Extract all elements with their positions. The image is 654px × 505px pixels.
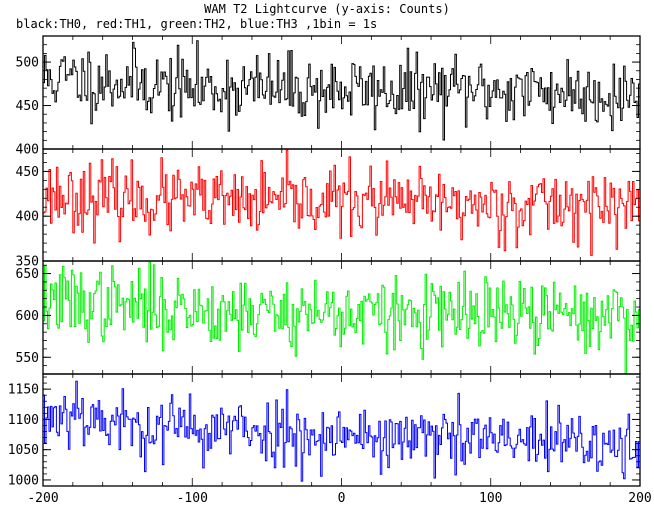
x-tick-label: -100 xyxy=(177,491,208,505)
chart-subtitle: black:TH0, red:TH1, green:TH2, blue:TH3 … xyxy=(16,17,377,31)
panels-group: 4004505003504004505506006501000105011001… xyxy=(8,35,641,488)
x-tick-label: 0 xyxy=(338,491,346,505)
x-tick-label: 100 xyxy=(479,491,502,505)
y-tick-label: 400 xyxy=(16,143,39,158)
x-axis: -200 -100 0 100 200 xyxy=(27,491,651,505)
y-tick-label: 450 xyxy=(16,165,39,180)
panel-th2: 550 600 650 xyxy=(16,260,641,375)
series-th2-line xyxy=(43,261,640,374)
chart-title: WAM T2 Lightcurve (y-axis: Counts) xyxy=(204,2,450,16)
y-tick-label: 1000 xyxy=(8,473,39,488)
x-tick-label: -200 xyxy=(27,491,58,505)
y-tick-label: 1050 xyxy=(8,443,39,458)
x-tick-label: 200 xyxy=(628,491,651,505)
y-tick-label: 400 xyxy=(16,210,39,225)
y-tick-label: 1150 xyxy=(8,383,39,398)
y-tick-label: 550 xyxy=(16,351,39,366)
panel-th0: 400 450 500 xyxy=(16,35,641,158)
y-tick-label: 450 xyxy=(16,99,39,114)
series-th3-line xyxy=(43,380,640,482)
y-tick-label: 500 xyxy=(16,56,39,71)
y-tick-label: 650 xyxy=(16,267,39,282)
series-th0-line xyxy=(43,40,640,141)
series-th1-line xyxy=(43,149,640,256)
y-tick-label: 600 xyxy=(16,309,39,324)
panel-th1: 350 400 450 xyxy=(16,148,641,270)
y-tick-label: 1100 xyxy=(8,413,39,428)
panel-th3: 1000 1050 1100 1150 xyxy=(8,373,641,488)
y-tick-label: 350 xyxy=(16,255,39,270)
